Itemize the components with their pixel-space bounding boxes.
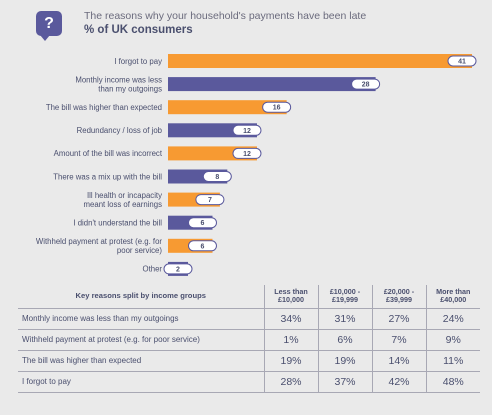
column-header: £10,000 - £19,999 xyxy=(317,285,372,309)
value-pill xyxy=(202,171,232,182)
column-header: More than £40,000 xyxy=(425,285,480,309)
row-label: I forgot to pay xyxy=(18,371,264,393)
table-cell: 24% xyxy=(425,308,480,330)
table-cell: 31% xyxy=(317,308,372,330)
row-label: The bill was higher than expected xyxy=(18,350,264,372)
bar xyxy=(168,54,472,68)
value-pill xyxy=(262,101,292,113)
value-pill xyxy=(195,194,225,206)
category-label: Amount of the bill was incorrect xyxy=(54,149,163,158)
category-label: Redundancy / loss of job xyxy=(77,126,163,135)
row-label: Withheld payment at protest (e.g. for po… xyxy=(18,329,264,351)
value-pill xyxy=(232,124,262,136)
chart-header: ? The reasons why your household's payme… xyxy=(30,8,470,41)
table-cell: 42% xyxy=(371,371,426,393)
column-header-line: More than xyxy=(436,287,471,296)
value-label: 12 xyxy=(243,151,251,158)
value-label: 28 xyxy=(362,82,370,89)
column-header: £20,000 - £39,999 xyxy=(371,285,426,309)
value-label: 2 xyxy=(176,266,180,273)
value-label: 6 xyxy=(201,220,205,227)
category-label: Withheld payment at protest (e.g. for poo… xyxy=(36,237,163,255)
table-cell: 1% xyxy=(263,329,318,351)
column-header-line: Less than xyxy=(274,287,308,296)
column-header-line: £20,000 - xyxy=(383,287,415,296)
value-label: 16 xyxy=(273,105,281,112)
value-label: 6 xyxy=(201,243,205,250)
table-title: Key reasons split by income groups xyxy=(18,285,264,309)
column-header-line: £10,000 xyxy=(278,295,304,305)
column-header: Less than £10,000 xyxy=(263,285,318,309)
table-row: Withheld payment at protest (e.g. for po… xyxy=(18,329,480,351)
value-pill xyxy=(163,263,193,275)
value-label: 8 xyxy=(215,174,219,181)
table-cell: 37% xyxy=(317,371,372,393)
value-pill xyxy=(447,55,477,67)
category-label: There was a mix up with the bill xyxy=(53,172,162,181)
table-cell: 34% xyxy=(263,308,318,330)
row-label: Monthly income was less than my outgoing… xyxy=(18,308,264,330)
value-pill xyxy=(187,240,217,252)
column-header-line: £10,000 - xyxy=(329,287,361,296)
table-cell: 19% xyxy=(263,350,318,372)
table-cell: 14% xyxy=(371,350,426,372)
table-row: Monthly income was less than my outgoing… xyxy=(18,308,480,330)
table-cell: 48% xyxy=(425,371,480,393)
value-pill xyxy=(351,78,381,90)
income-groups-table: Key reasons split by income groups Less … xyxy=(18,285,480,393)
category-label: The bill was higher than expected xyxy=(46,103,162,112)
value-pill xyxy=(187,217,217,229)
table-cell: 6% xyxy=(317,329,372,351)
category-label: Ill health or incapacity meant loss of ea… xyxy=(84,191,163,209)
category-label: Other xyxy=(143,265,163,274)
table-cell: 7% xyxy=(371,329,426,351)
value-label: 7 xyxy=(208,197,212,204)
chart-title: % of UK consumers xyxy=(84,24,193,36)
column-header-line: £40,000 xyxy=(440,295,467,305)
chart-subtitle: The reasons why your household's payment… xyxy=(84,10,367,22)
category-label: I didn't understand the bill xyxy=(73,219,162,228)
column-header-line: £39,999 xyxy=(386,295,412,305)
table-cell: 27% xyxy=(371,308,426,330)
table-cell: 11% xyxy=(425,350,480,372)
question-icon: ? xyxy=(36,11,62,41)
bar xyxy=(168,77,376,92)
table-header-row: Key reasons split by income groups Less … xyxy=(18,285,480,309)
table-cell: 28% xyxy=(263,371,318,393)
value-pill xyxy=(232,147,262,159)
table-row: The bill was higher than expected 19% 19… xyxy=(18,350,480,372)
bar xyxy=(168,100,287,115)
table-cell: 19% xyxy=(317,350,372,372)
category-label: Monthly income was less than my outgoings xyxy=(75,75,162,93)
value-label: 41 xyxy=(458,59,466,66)
column-header-line: £19,999 xyxy=(332,295,358,305)
value-label: 12 xyxy=(243,128,251,135)
table-row: I forgot to pay 28% 37% 42% 48% xyxy=(18,371,480,393)
category-label: I forgot to pay xyxy=(114,57,162,66)
bar-chart: I forgot to pay 41 Monthly income was less… xyxy=(36,54,477,276)
table-cell: 9% xyxy=(425,329,480,351)
income-table: Key reasons split by income groups Less … xyxy=(18,285,480,393)
